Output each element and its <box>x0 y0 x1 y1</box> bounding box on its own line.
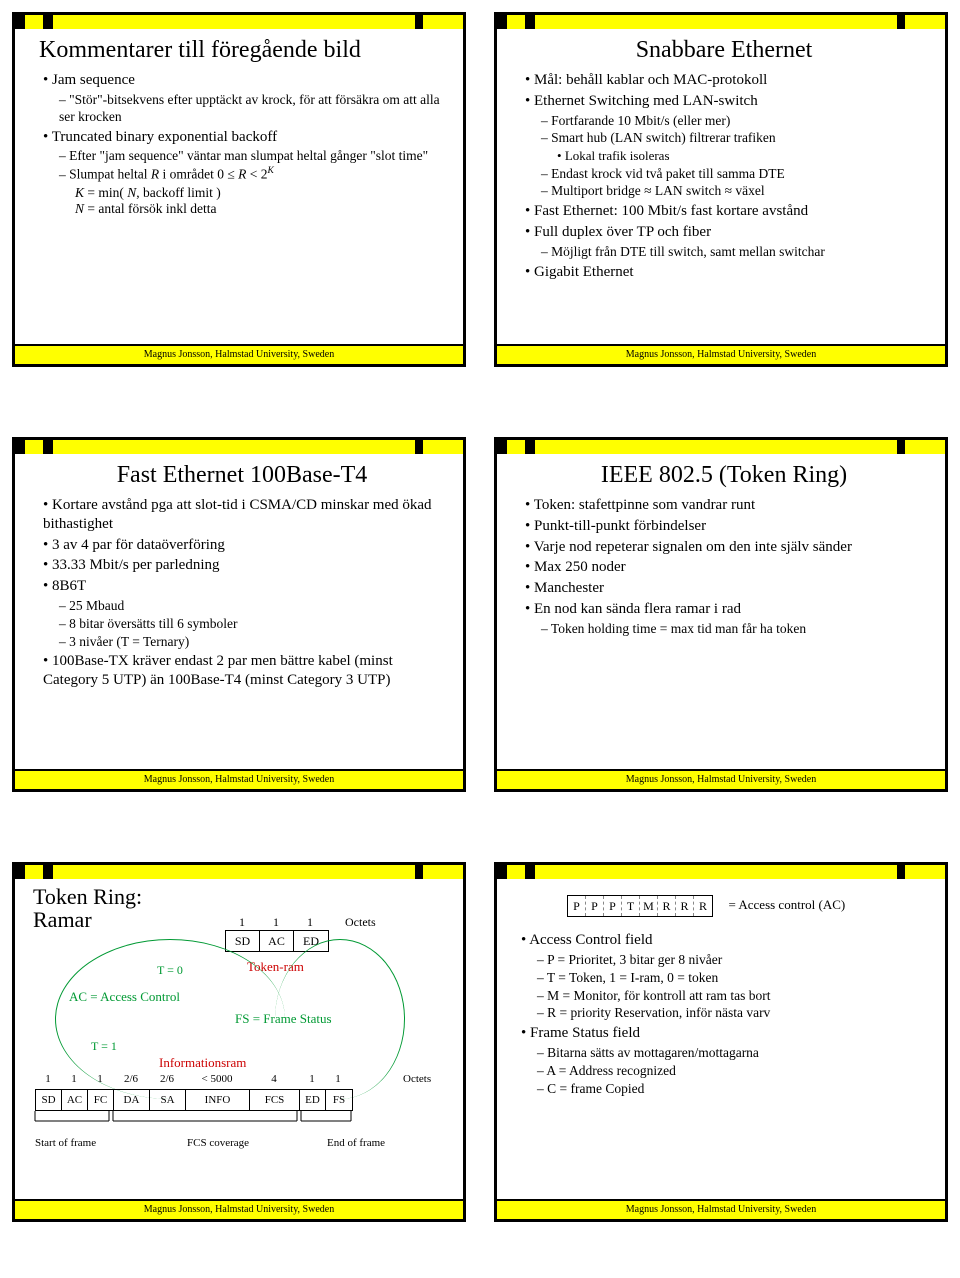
subbullet: Efter "jam sequence" väntar man slumpat … <box>59 148 445 165</box>
slide-2: Snabbare Ethernet Mål: behåll kablar och… <box>494 12 948 367</box>
slide-footer: Magnus Jonsson, Halmstad University, Swe… <box>15 344 463 364</box>
bullet: Full duplex över TP och fiber <box>525 223 927 242</box>
bullet: Kortare avstånd pga att slot-tid i CSMA/… <box>43 496 445 534</box>
bullet: 8B6T <box>43 577 445 596</box>
subbullet: R = priority Reservation, inför nästa va… <box>537 1005 925 1022</box>
subbullet: Fortfarande 10 Mbit/s (eller mer) <box>541 113 927 130</box>
subbullet: 8 bitar översätts till 6 symboler <box>59 616 445 633</box>
subbullet: 3 nivåer (T = Ternary) <box>59 634 445 651</box>
start-label: Start of frame <box>35 1137 96 1151</box>
bullet: 33.33 Mbit/s per parledning <box>43 556 445 575</box>
subbullet: "Stör"-bitsekvens efter upptäckt av kroc… <box>59 92 445 126</box>
slide-5: Token Ring:Ramar 111 SDACED Octets Token… <box>12 862 466 1222</box>
slide-footer: Magnus Jonsson, Halmstad University, Swe… <box>15 1199 463 1219</box>
top-accent <box>497 440 945 454</box>
bullet: 100Base-TX kräver endast 2 par men bättr… <box>43 652 445 690</box>
bullet: Manchester <box>525 579 927 598</box>
bullet: Varje nod repeterar signalen om den inte… <box>525 538 927 557</box>
bullet: Fast Ethernet: 100 Mbit/s fast kortare a… <box>525 202 927 221</box>
subbullet: Slumpat heltal R i området 0 ≤ R < 2K <box>59 166 445 183</box>
top-accent <box>15 440 463 454</box>
slide-title: IEEE 802.5 (Token Ring) <box>521 460 927 490</box>
slide-1: Kommentarer till föregående bild Jam seq… <box>12 12 466 367</box>
slide-6: P P P T M R R R = Access control (AC) Ac… <box>494 862 948 1222</box>
slide-title: Snabbare Ethernet <box>521 35 927 65</box>
slide-title: Kommentarer till föregående bild <box>39 35 445 65</box>
formula: K = min( N, backoff limit ) <box>75 185 445 202</box>
bullet: Mål: behåll kablar och MAC-protokoll <box>525 71 927 90</box>
slide-grid: Kommentarer till föregående bild Jam seq… <box>12 12 948 1222</box>
slide-3: Fast Ethernet 100Base-T4 Kortare avstånd… <box>12 437 466 792</box>
bitfield: P P P T M R R R <box>567 895 713 917</box>
bracket-lines <box>33 1111 393 1137</box>
formula: N = antal försök inkl detta <box>75 201 445 218</box>
subbullet: Smart hub (LAN switch) filtrerar trafike… <box>541 130 927 147</box>
bitfield-row: P P P T M R R R = Access control (AC) <box>517 895 925 917</box>
top-accent <box>497 865 945 879</box>
info-frame-header: 1 1 1 2/6 2/6 < 5000 4 1 1 <box>35 1073 351 1087</box>
slide-footer: Magnus Jonsson, Halmstad University, Swe… <box>497 344 945 364</box>
slide-title: Fast Ethernet 100Base-T4 <box>39 460 445 490</box>
subbullet: C = frame Copied <box>537 1081 925 1098</box>
bullet: Gigabit Ethernet <box>525 263 927 282</box>
subbullet: Bitarna sätts av mottagaren/mottagarna <box>537 1045 925 1062</box>
end-label: End of frame <box>327 1137 385 1151</box>
bullet: Truncated binary exponential backoff <box>43 128 445 147</box>
slide-title: Token Ring:Ramar <box>33 885 142 931</box>
octets-label: Octets <box>403 1073 431 1087</box>
top-accent <box>497 15 945 29</box>
bullet: Jam sequence <box>43 71 445 90</box>
slide-4: IEEE 802.5 (Token Ring) Token: stafettpi… <box>494 437 948 792</box>
bullet: Ethernet Switching med LAN-switch <box>525 92 927 111</box>
subbullet: Möjligt från DTE till switch, samt mella… <box>541 244 927 261</box>
bullet: Frame Status field <box>521 1024 925 1043</box>
top-accent <box>15 865 463 879</box>
subbullet: P = Prioritet, 3 bitar ger 8 nivåer <box>537 952 925 969</box>
subbullet: Endast krock vid två paket till samma DT… <box>541 166 927 183</box>
subbullet: 25 Mbaud <box>59 598 445 615</box>
subbullet: A = Address recognized <box>537 1063 925 1080</box>
subbullet: M = Monitor, för kontroll att ram tas bo… <box>537 988 925 1005</box>
bullet: 3 av 4 par för dataöverföring <box>43 536 445 555</box>
subsubbullet: Lokal trafik isoleras <box>557 148 927 164</box>
subbullet: T = Token, 1 = I-ram, 0 = token <box>537 970 925 987</box>
bullet: Punkt-till-punkt förbindelser <box>525 517 927 536</box>
subbullet: Token holding time = max tid man får ha … <box>541 621 927 638</box>
info-frame-row: SD AC FC DA SA INFO FCS ED FS <box>35 1089 353 1111</box>
bullet: Max 250 noder <box>525 558 927 577</box>
bullet: Access Control field <box>521 931 925 950</box>
bitfield-label: = Access control (AC) <box>729 895 846 915</box>
slide-footer: Magnus Jonsson, Halmstad University, Swe… <box>497 1199 945 1219</box>
slide-footer: Magnus Jonsson, Halmstad University, Swe… <box>497 769 945 789</box>
bullet: Token: stafettpinne som vandrar runt <box>525 496 927 515</box>
slide-footer: Magnus Jonsson, Halmstad University, Swe… <box>15 769 463 789</box>
fcs-coverage-label: FCS coverage <box>187 1137 249 1151</box>
octets-label: Octets <box>345 915 376 930</box>
bullet: En nod kan sända flera ramar i rad <box>525 600 927 619</box>
top-accent <box>15 15 463 29</box>
subbullet: Multiport bridge ≈ LAN switch ≈ växel <box>541 183 927 200</box>
